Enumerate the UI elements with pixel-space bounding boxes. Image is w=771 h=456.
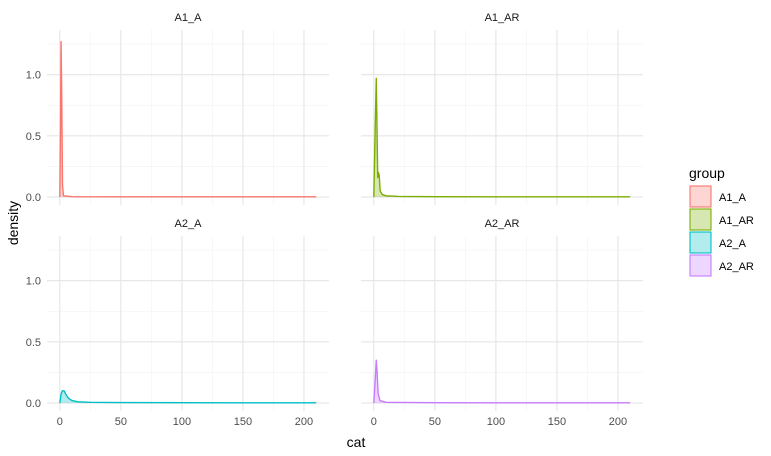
density-line: [373, 77, 631, 198]
facet-panel-a2-a: A2_A 0.0 0.5 1.0 0 50 100 150 200: [26, 218, 329, 428]
x-tick-label: 200: [295, 416, 313, 428]
legend-key-a2-ar: [689, 254, 712, 277]
y-tick-label: 0.0: [26, 398, 41, 410]
x-tick-label: 50: [115, 416, 127, 428]
x-tick-label: 0: [57, 416, 63, 428]
density-area: [59, 390, 317, 404]
density-area: [59, 41, 317, 198]
density-line: [373, 359, 631, 404]
x-tick-label: 50: [429, 416, 441, 428]
panel-strip-label: A1_AR: [485, 12, 520, 24]
y-tick-label: 0.5: [26, 131, 41, 143]
legend: group A1_A A1_AR A2_A A2_AR: [689, 165, 754, 277]
legend-key-a1-ar: [689, 208, 712, 231]
x-tick-label: 150: [548, 416, 566, 428]
panel-strip-label: A1_A: [175, 12, 203, 24]
legend-label: A1_AR: [719, 215, 754, 227]
density-line: [59, 390, 317, 404]
legend-key-a2-a: [689, 231, 712, 254]
x-axis-title: cat: [347, 434, 366, 450]
legend-label: A2_A: [719, 238, 747, 250]
x-tick-label: 100: [173, 416, 191, 428]
legend-label: A1_A: [719, 192, 747, 204]
y-tick-label: 1.0: [26, 276, 41, 288]
panel-strip-label: A2_A: [175, 218, 203, 230]
x-tick-label: 200: [609, 416, 627, 428]
legend-label: A2_AR: [719, 261, 754, 273]
density-area: [373, 360, 631, 404]
density-line: [59, 40, 317, 198]
y-tick-label: 0.0: [26, 192, 41, 204]
y-tick-label: 0.5: [26, 337, 41, 349]
legend-key-a1-a: [689, 185, 712, 208]
x-tick-label: 100: [487, 416, 505, 428]
facet-panels: A1_A 0.0 0.5 1.0 A1_AR A2_A 0.0 0.5 1.0 0 50 100 150…: [26, 12, 643, 428]
panel-strip-label: A2_AR: [485, 218, 520, 230]
x-tick-label: 150: [234, 416, 252, 428]
legend-title: group: [689, 165, 725, 181]
density-area: [373, 78, 631, 198]
facet-panel-a1-a: A1_A 0.0 0.5 1.0: [26, 12, 329, 205]
facet-panel-a2-ar: A2_AR 0 50 100 150 200: [361, 218, 643, 428]
facet-panel-a1-ar: A1_AR: [361, 12, 643, 205]
y-tick-label: 1.0: [26, 70, 41, 82]
x-tick-label: 0: [371, 416, 377, 428]
y-axis-title: density: [5, 201, 21, 245]
